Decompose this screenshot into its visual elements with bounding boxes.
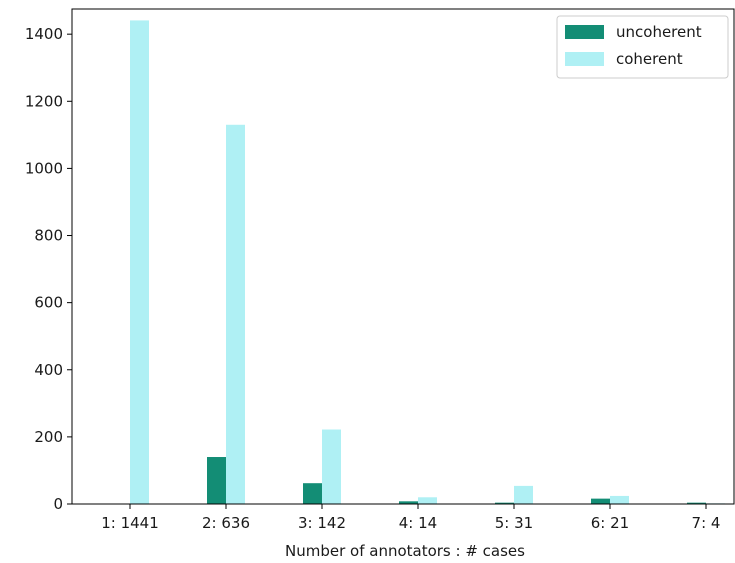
bar-uncoherent-5 [495,502,514,504]
bar-coherent-2 [226,124,245,504]
bar-uncoherent-2 [207,457,226,504]
legend-swatch-uncoherent [565,25,604,39]
y-tick-label-800: 800 [34,227,63,245]
bars-group [130,20,725,505]
x-axis-label: Number of annotators : # cases [285,542,525,560]
legend: uncoherent coherent [556,15,729,79]
y-tick-label-0: 0 [53,495,63,513]
bar-coherent-4 [418,497,437,504]
bar-uncoherent-3 [303,483,322,504]
x-tick-label-5: 5: 31 [495,514,533,532]
bar-uncoherent-6 [591,498,610,504]
bar-coherent-5 [514,485,533,504]
y-tick-label-600: 600 [34,294,63,312]
x-tick-label-6: 6: 21 [591,514,629,532]
bar-uncoherent-7 [687,502,706,504]
x-tick-label-1: 1: 1441 [101,514,159,532]
x-tick-label-4: 4: 14 [399,514,437,532]
bar-coherent-3 [322,429,341,504]
y-tick-label-1400: 1400 [25,25,63,43]
bar-coherent-6 [610,495,629,504]
y-tick-label-200: 200 [34,428,63,446]
y-tick-label-1200: 1200 [25,92,63,110]
bar-uncoherent-4 [399,501,418,504]
legend-swatch-coherent [565,52,604,66]
x-tick-label-2: 2: 636 [202,514,250,532]
y-axis: 0 200 400 600 800 1000 1200 1400 [25,25,72,513]
x-axis: 1: 1441 2: 636 3: 142 4: 14 5: 31 6: 21 7: 4 [101,504,720,532]
legend-label-uncoherent: uncoherent [616,23,702,41]
x-tick-label-3: 3: 142 [298,514,346,532]
plot-frame [71,8,735,505]
legend-label-coherent: coherent [616,50,683,68]
y-tick-label-1000: 1000 [25,159,63,177]
y-tick-label-400: 400 [34,361,63,379]
x-tick-label-7: 7: 4 [692,514,721,532]
bar-coherent-1 [130,20,149,505]
